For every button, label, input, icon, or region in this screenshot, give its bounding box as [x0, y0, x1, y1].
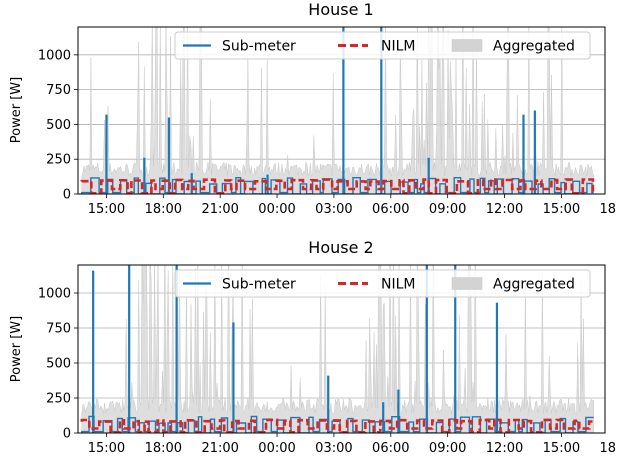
y-tick-label: 0: [63, 427, 71, 442]
legend-label-sub-meter: Sub-meter: [222, 277, 296, 293]
legend-swatch-aggregated: [451, 39, 483, 52]
x-tick-label: 06:00: [372, 202, 409, 217]
x-tick-label: 00:00: [258, 441, 295, 456]
y-tick-label: 500: [46, 357, 71, 372]
legend-box: [174, 31, 591, 60]
series-aggregated: [81, 265, 594, 433]
x-tick-label: 09:00: [429, 202, 466, 217]
x-tick-label: 15:00: [543, 202, 580, 217]
panel-house-2: 0 250 500 750 1000 15:00 18:00 21:00 00:00 03:00…: [9, 238, 617, 456]
y-tick-label: 500: [46, 118, 71, 133]
y-ticks-house-2: 0 250 500 750 1000: [38, 287, 78, 442]
axes-frame-house-2: [77, 264, 606, 434]
y-axis-label-house-1: Power [W]: [9, 77, 24, 143]
legend-house-1: Sub-meter NILM Aggregated: [174, 31, 591, 60]
x-tick-label: 03:00: [315, 202, 352, 217]
plot-area-house-1: [80, 27, 595, 194]
axes-frame-house-1: [77, 26, 606, 195]
x-tick-label: 18:00: [145, 202, 182, 217]
x-tick-label: 00:00: [258, 202, 295, 217]
x-ticks-house-2: 15:00 18:00 21:00 00:00 03:00 06:00 09:00 12:00…: [88, 433, 617, 456]
x-tick-label: 21:00: [201, 441, 238, 456]
x-tick-label: 21:00: [201, 202, 238, 217]
series-nilm: [80, 178, 595, 194]
series-nilm: [80, 418, 594, 433]
legend-house-2: Sub-meter NILM Aggregated: [174, 269, 591, 298]
x-tick-label: 06:00: [372, 441, 409, 456]
y-tick-label: 750: [46, 322, 71, 337]
y-ticks-house-1: 0 250 500 750 1000: [38, 48, 78, 203]
x-tick-label: 18:00: [600, 441, 617, 456]
y-tick-label: 250: [46, 392, 71, 407]
legend-box: [174, 269, 591, 298]
x-tick-label: 03:00: [315, 441, 352, 456]
x-tick-label: 09:00: [429, 441, 466, 456]
x-tick-label: 18:00: [145, 441, 182, 456]
x-tick-label: 12:00: [486, 202, 523, 217]
legend-swatch-aggregated: [451, 277, 483, 290]
y-tick-label: 1000: [38, 48, 71, 63]
legend-label-nilm: NILM: [381, 39, 415, 55]
y-tick-label: 750: [46, 83, 71, 98]
series-aggregated: [81, 27, 594, 194]
legend-label-nilm: NILM: [381, 277, 415, 293]
legend-label-aggregated: Aggregated: [493, 277, 575, 293]
legend-label-aggregated: Aggregated: [493, 39, 575, 55]
x-tick-label: 15:00: [88, 202, 125, 217]
y-tick-label: 0: [63, 188, 71, 203]
chart-title-house-1: House 1: [308, 0, 373, 19]
panel-house-1: 0 250 500 750 1000 15:00 18:00 21:00 00:00 03:00…: [9, 0, 617, 217]
y-axis-label-house-2: Power [W]: [9, 316, 24, 382]
x-tick-label: 18:00: [600, 202, 617, 217]
x-ticks-house-1: 15:00 18:00 21:00 00:00 03:00 06:00 09:00 12:00…: [88, 194, 617, 217]
legend-label-sub-meter: Sub-meter: [222, 39, 296, 55]
x-tick-label: 12:00: [486, 441, 523, 456]
chart-title-house-2: House 2: [308, 238, 373, 257]
y-tick-label: 1000: [38, 287, 71, 302]
y-tick-label: 250: [46, 153, 71, 168]
x-tick-label: 15:00: [543, 441, 580, 456]
x-tick-label: 15:00: [88, 441, 125, 456]
